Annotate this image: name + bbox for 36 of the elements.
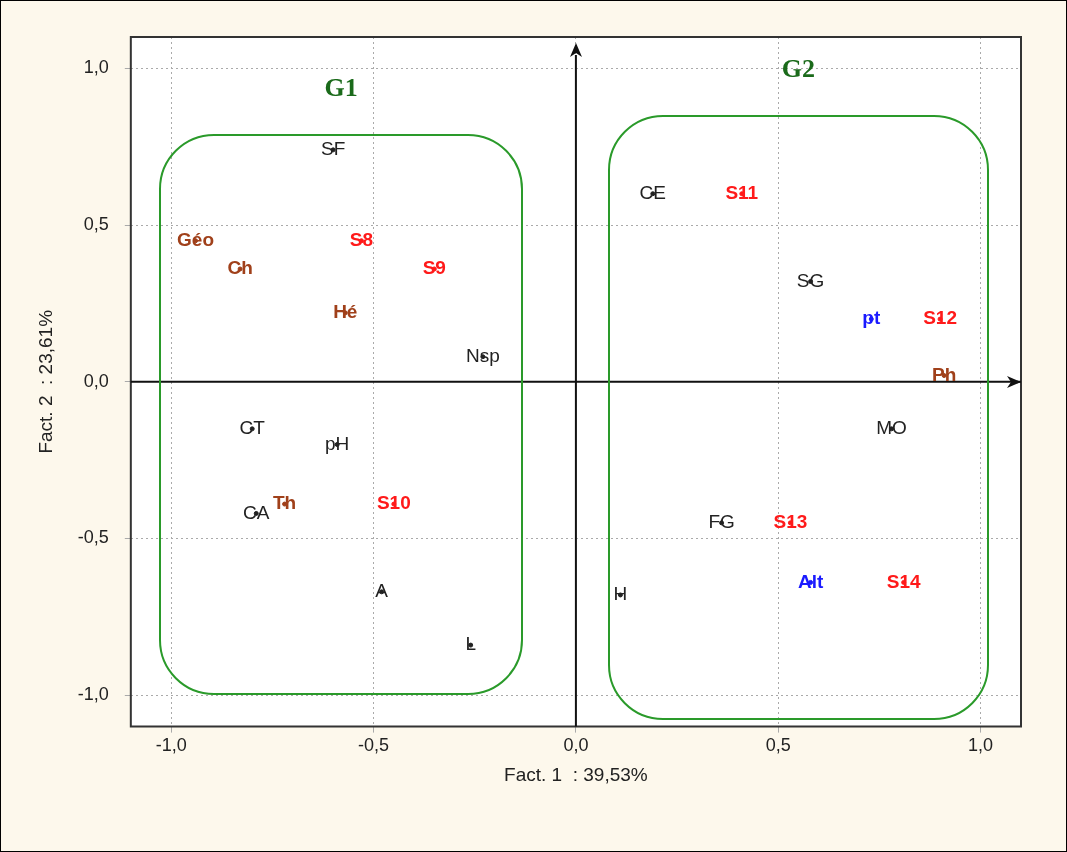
- data-label: S13: [773, 511, 808, 533]
- y-axis-title: Fact. 2 : 23,61%: [34, 309, 56, 454]
- data-label: pH: [325, 432, 350, 454]
- data-label: Ph: [931, 363, 957, 385]
- y-tick-label: -0,5: [77, 527, 109, 548]
- annotation: G2: [781, 54, 816, 84]
- y-tick-label: 1,0: [83, 57, 109, 78]
- x-tick-label: -0,5: [358, 735, 390, 756]
- data-label: Ch: [227, 257, 253, 279]
- data-label: L: [465, 633, 476, 655]
- data-label: CT: [239, 417, 266, 439]
- data-label: Géo: [177, 228, 215, 250]
- x-tick-label: 0,5: [765, 735, 791, 756]
- y-tick-label: 0,0: [83, 370, 109, 391]
- y-tick-label: -1,0: [77, 684, 109, 705]
- data-label: S11: [725, 181, 759, 203]
- data-label: CE: [639, 181, 666, 203]
- data-label: S14: [886, 570, 921, 592]
- x-tick-label: 0,0: [563, 735, 589, 756]
- x-tick-label: -1,0: [155, 735, 187, 756]
- data-label: CA: [243, 501, 270, 523]
- data-label: Alt: [797, 570, 824, 592]
- data-label: MO: [876, 417, 907, 439]
- data-label: S9: [422, 257, 446, 279]
- data-label: S12: [923, 307, 957, 329]
- data-label: S10: [376, 492, 411, 514]
- data-label: Th: [272, 492, 297, 514]
- data-label: SG: [796, 269, 825, 291]
- data-label: Nsp: [465, 344, 500, 366]
- y-tick-label: 0,5: [83, 214, 109, 235]
- x-axis-title: Fact. 1 : 39,53%: [504, 763, 648, 785]
- x-tick-label: 1,0: [968, 735, 994, 756]
- data-label: SF: [320, 138, 346, 160]
- data-label: H: [613, 583, 628, 605]
- annotation: G1: [324, 72, 358, 102]
- data-label: S8: [349, 228, 374, 250]
